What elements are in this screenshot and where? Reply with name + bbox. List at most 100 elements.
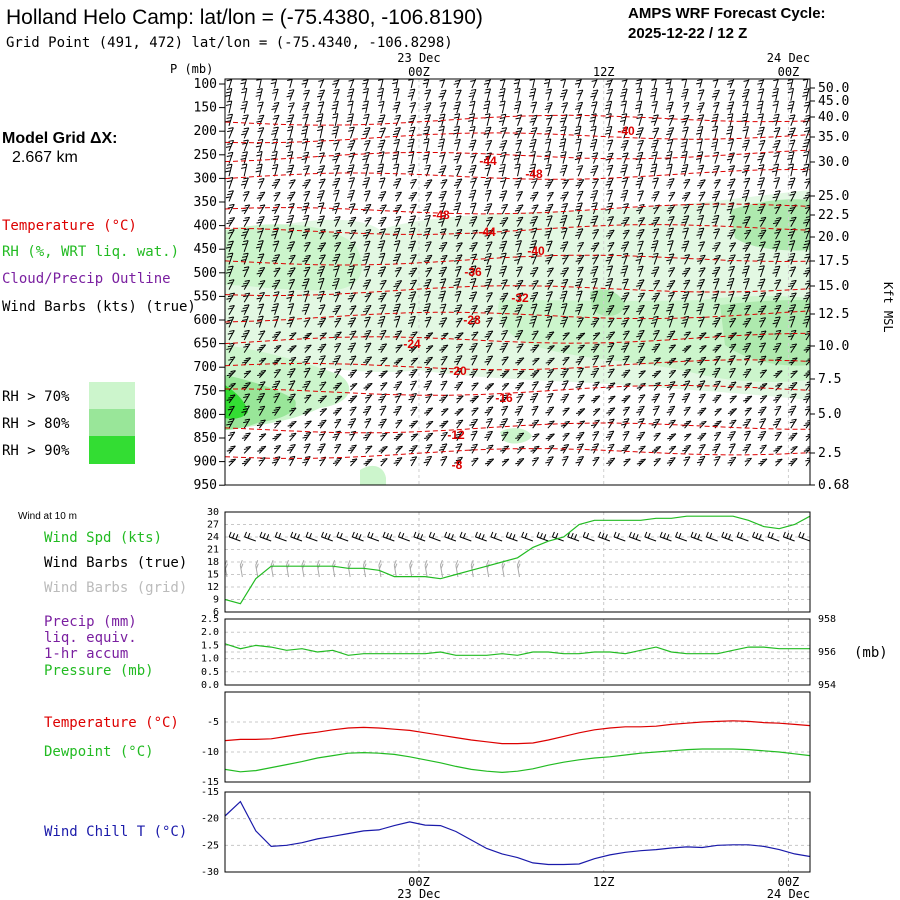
wind-barb xyxy=(515,315,523,328)
wind-barb xyxy=(334,242,342,253)
wind-barb xyxy=(711,138,719,152)
wind-barb xyxy=(226,79,233,89)
wind-barb xyxy=(696,227,705,240)
bottom-time-label: 12Z xyxy=(593,875,615,889)
wind-barb xyxy=(350,382,358,391)
wind-barb xyxy=(241,163,248,177)
wind-barb xyxy=(773,79,779,89)
pressure-tick: 850 xyxy=(194,431,217,446)
wind-barb xyxy=(318,254,326,265)
wind-barb xyxy=(529,216,539,227)
top-date-label: 24 Dec xyxy=(767,51,810,65)
wind-barb xyxy=(528,88,537,101)
wind-barb xyxy=(501,304,509,316)
value-tick: 24 xyxy=(207,532,219,543)
wind-barb xyxy=(408,191,418,202)
wind-barb xyxy=(271,279,281,290)
wind-barb xyxy=(484,88,491,101)
wind-barb xyxy=(318,431,326,442)
wind-barb xyxy=(441,408,449,416)
surface-wind-barb xyxy=(536,531,549,542)
wind-barb xyxy=(651,266,660,278)
wind-barb xyxy=(590,367,600,379)
wind-barb xyxy=(271,380,281,391)
wind-barb xyxy=(392,101,401,114)
wind-barb xyxy=(349,355,357,366)
wind-barb xyxy=(500,252,507,265)
wind-barb xyxy=(561,202,569,215)
value-tick: 15 xyxy=(207,570,219,581)
wind-barb xyxy=(653,279,661,290)
wind-barb xyxy=(789,343,798,353)
wind-barb xyxy=(469,277,477,290)
wind-barb xyxy=(225,139,235,152)
height-tick: 25.0 xyxy=(818,189,849,204)
wind-barb xyxy=(303,266,311,278)
height-tick: 15.0 xyxy=(818,279,849,294)
wind-barb xyxy=(743,395,753,404)
wind-barb xyxy=(470,152,477,164)
wind-barb xyxy=(469,418,478,429)
wind-barb xyxy=(668,419,676,429)
wind-barb xyxy=(515,382,525,391)
wind-barb xyxy=(425,267,433,278)
wind-barb xyxy=(667,215,675,227)
wind-barb xyxy=(240,151,248,164)
wind-barb xyxy=(501,329,509,341)
wind-barb xyxy=(333,189,340,202)
value-tick: -15 xyxy=(201,787,219,798)
wind-barb xyxy=(408,227,416,240)
wind-barb xyxy=(680,138,688,152)
wind-barb xyxy=(742,100,749,114)
wind-barb xyxy=(666,204,676,215)
wind-barb xyxy=(772,100,779,114)
wind-barb xyxy=(759,395,768,404)
wind-barb xyxy=(286,151,294,164)
wind-barb xyxy=(271,178,281,190)
wind-barb xyxy=(665,150,673,164)
wind-barb xyxy=(729,343,737,353)
wind-barb xyxy=(438,266,448,278)
wind-barb xyxy=(592,456,600,467)
wind-barb xyxy=(273,191,281,202)
wind-barb xyxy=(682,420,692,429)
wind-barb xyxy=(393,315,401,328)
wind-barb xyxy=(362,203,372,215)
temperature-contour xyxy=(225,203,810,215)
wind-barb xyxy=(529,392,539,404)
wind-barb xyxy=(698,241,706,253)
wind-barb xyxy=(393,381,403,391)
wind-barb xyxy=(697,214,705,227)
wind-barb xyxy=(635,127,644,139)
wind-barb xyxy=(347,342,357,353)
wind-barb xyxy=(726,125,734,139)
wind-barb xyxy=(787,252,796,265)
wind-barb xyxy=(225,163,233,177)
wind-barb xyxy=(499,79,506,89)
wind-barb xyxy=(499,292,509,303)
wind-barb xyxy=(272,406,281,416)
wind-barb xyxy=(759,317,767,328)
wind-barb xyxy=(226,177,234,189)
wind-barb xyxy=(561,380,569,391)
wind-barb xyxy=(486,395,494,404)
wind-barb xyxy=(665,79,672,89)
wind-barb xyxy=(696,278,705,290)
wind-barb xyxy=(331,100,339,114)
surface-wind-barb xyxy=(336,531,349,542)
wind-barb xyxy=(438,89,447,101)
wind-barb xyxy=(712,241,721,253)
wind-barb xyxy=(517,370,525,379)
wind-barb xyxy=(545,88,552,101)
wind-barb xyxy=(255,315,264,328)
wind-barb xyxy=(698,443,706,454)
wind-barb xyxy=(803,446,810,454)
wind-barb xyxy=(726,101,735,114)
wind-barb xyxy=(636,405,645,416)
wind-barb xyxy=(408,368,418,379)
wind-barb xyxy=(698,267,706,278)
wind-barb xyxy=(742,317,752,328)
wind-barb xyxy=(499,217,509,227)
wind-barb xyxy=(408,150,415,164)
